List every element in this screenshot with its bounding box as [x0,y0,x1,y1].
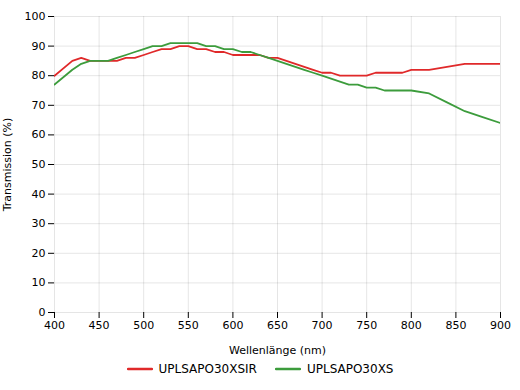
svg-text:40: 40 [32,188,46,201]
svg-text:0: 0 [39,306,46,319]
html-text:UPLSAPO30XSIR: UPLSAPO30XSIR [158,362,257,376]
svg-text:70: 70 [32,99,46,112]
svg-text:10: 10 [32,276,46,289]
svg-text:800: 800 [401,319,422,332]
svg-text:30: 30 [32,217,46,230]
svg-text:80: 80 [32,69,46,82]
svg-text:700: 700 [312,319,333,332]
html-text:UPLSAPO30XS: UPLSAPO30XS [306,362,394,376]
svg-text:20: 20 [32,247,46,260]
svg-text:90: 90 [32,40,46,53]
svg-text:Wellenlänge (nm): Wellenlänge (nm) [229,344,326,357]
svg-text:750: 750 [356,319,377,332]
svg-text:600: 600 [222,319,243,332]
svg-text:650: 650 [267,319,288,332]
svg-text:50: 50 [32,158,46,171]
svg-text:550: 550 [178,319,199,332]
svg-text:Transmission (%): Transmission (%) [1,118,14,213]
svg-text:450: 450 [89,319,110,332]
svg-text:900: 900 [490,319,511,332]
svg-text:400: 400 [44,319,65,332]
svg-text:100: 100 [25,10,46,23]
svg-text:60: 60 [32,128,46,141]
svg-text:500: 500 [133,319,154,332]
svg-text:850: 850 [445,319,466,332]
